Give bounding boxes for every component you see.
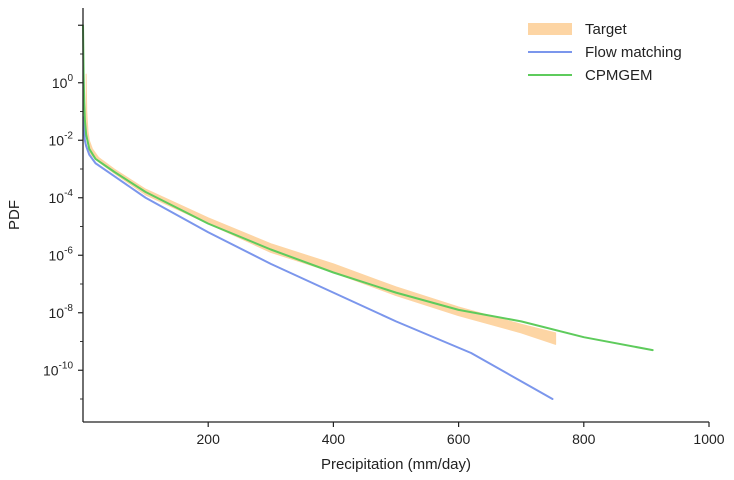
x-tick-label: 800 bbox=[572, 431, 596, 447]
legend-label: Flow matching bbox=[585, 44, 682, 61]
axes-layer bbox=[82, 8, 709, 423]
y-axis-label: PDF bbox=[6, 200, 23, 230]
series-cpmgem-line bbox=[82, 24, 654, 352]
x-ticks: 200 400 600 800 1000 bbox=[197, 422, 725, 447]
legend-label: Target bbox=[585, 21, 628, 38]
y-tick-label: 10-8 bbox=[49, 303, 74, 321]
y-tick-label: 10-6 bbox=[49, 245, 74, 263]
x-tick-label: 1000 bbox=[693, 431, 724, 447]
y-ticks: 100 10-2 10-4 10-6 10-8 10-10 bbox=[43, 24, 83, 400]
legend: Target Flow matching CPMGEM bbox=[528, 21, 682, 84]
series-flow-matching-line bbox=[82, 116, 554, 400]
legend-item-target: Target bbox=[528, 21, 628, 38]
y-tick-label: 10-2 bbox=[49, 130, 74, 148]
legend-label: CPMGEM bbox=[585, 67, 653, 84]
x-tick-label: 400 bbox=[322, 431, 346, 447]
series-layer bbox=[82, 24, 654, 400]
series-target-band bbox=[85, 73, 557, 345]
legend-item-flow-matching: Flow matching bbox=[528, 44, 682, 61]
y-tick-label: 100 bbox=[52, 73, 74, 91]
x-tick-label: 600 bbox=[447, 431, 471, 447]
legend-swatch bbox=[528, 23, 572, 35]
y-tick-label: 10-4 bbox=[49, 188, 74, 206]
legend-item-cpmgem: CPMGEM bbox=[528, 67, 653, 84]
y-tick-label: 10-10 bbox=[43, 360, 73, 378]
x-tick-label: 200 bbox=[197, 431, 221, 447]
x-axis-label: Precipitation (mm/day) bbox=[321, 456, 471, 473]
